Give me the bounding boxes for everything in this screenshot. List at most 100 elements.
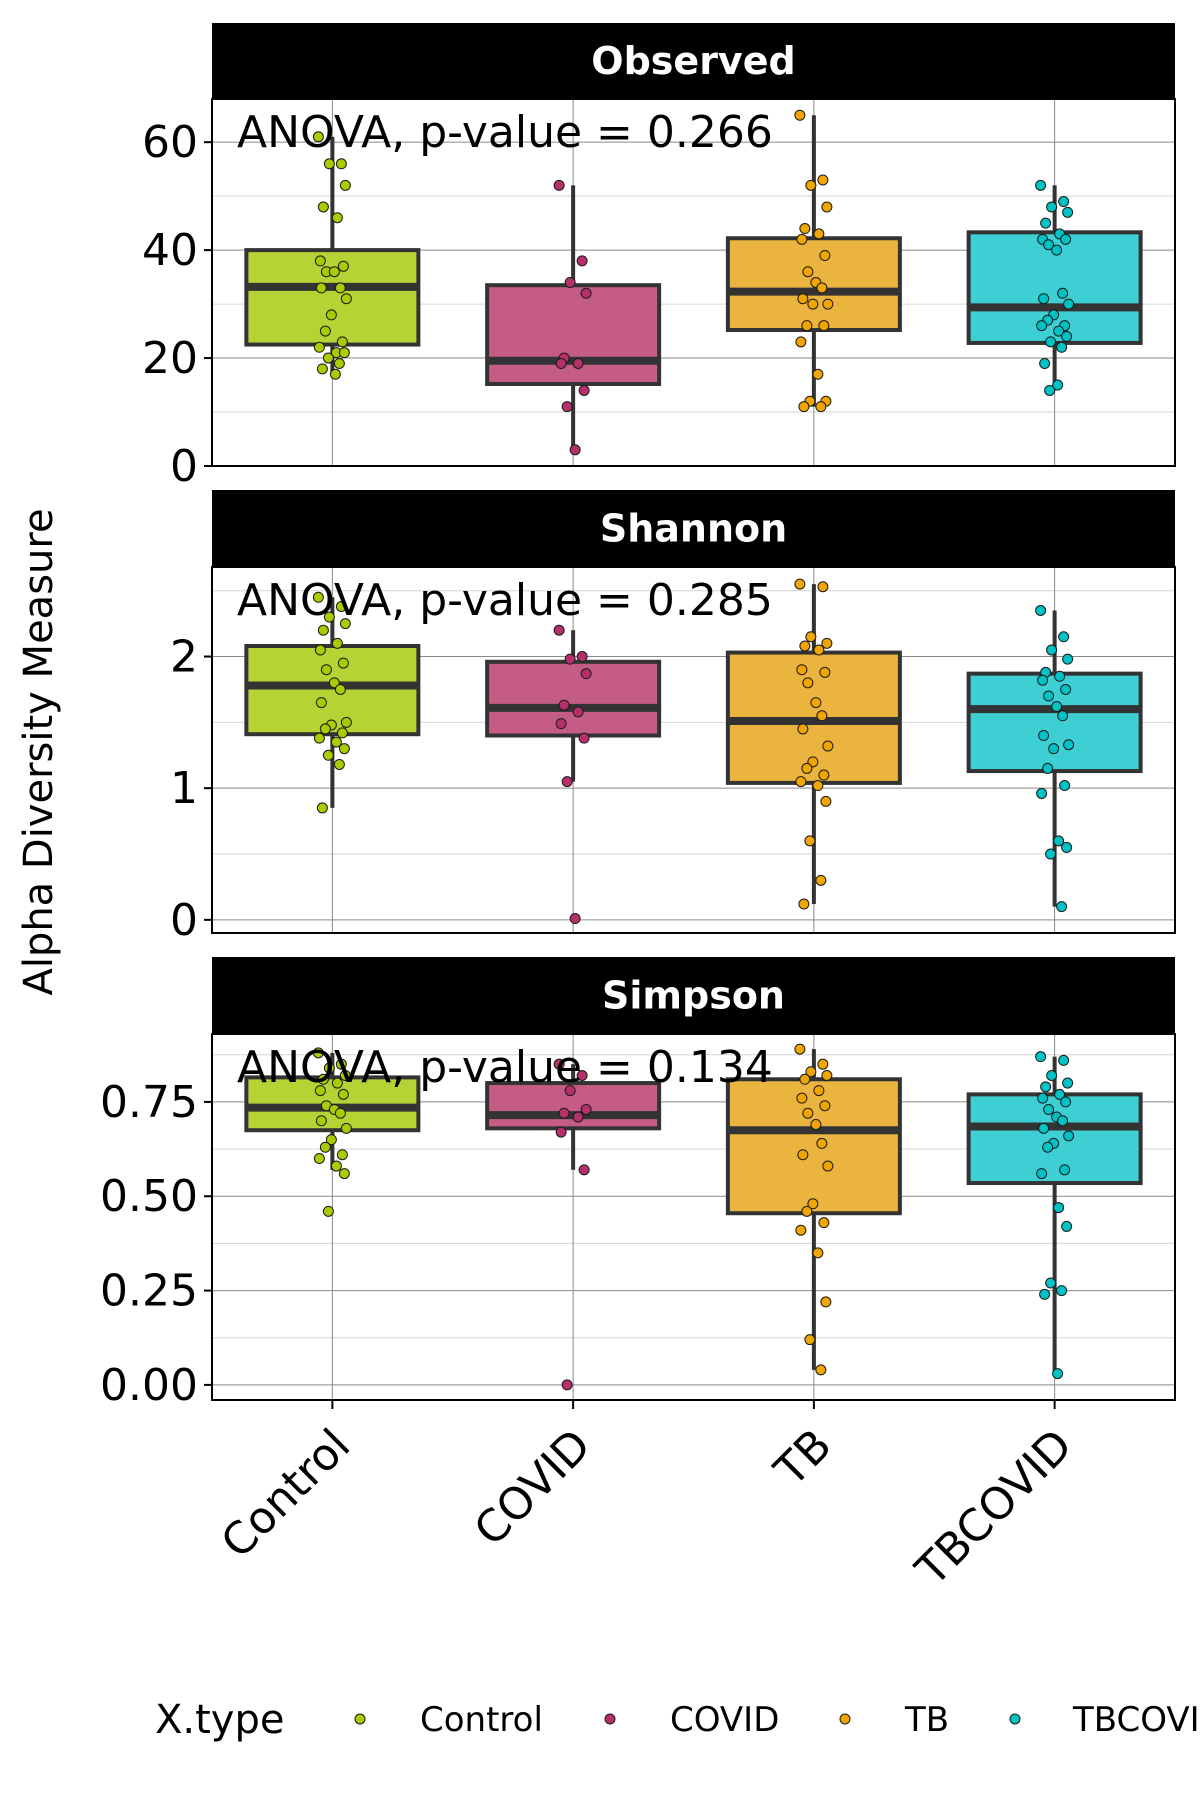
data-point [330, 1160, 342, 1172]
data-point [795, 1224, 807, 1236]
facet-strip [212, 957, 1175, 1034]
data-point [572, 1111, 584, 1123]
y-tick-label: 0.25 [100, 1266, 198, 1317]
data-point [1042, 762, 1054, 774]
data-point [319, 723, 331, 735]
data-point [1057, 287, 1069, 299]
data-point [798, 401, 810, 413]
facet-strip [212, 490, 1175, 567]
data-point [1053, 1202, 1065, 1214]
data-point [807, 298, 819, 310]
box-body [725, 1077, 902, 1216]
y-tick-label: 0.00 [100, 1360, 198, 1411]
anova-annotation: ANOVA, p-value = 0.134 [237, 1042, 773, 1093]
data-point [802, 677, 814, 689]
data-point [313, 341, 325, 353]
data-point [580, 287, 592, 299]
data-point [798, 898, 810, 910]
data-point [801, 762, 813, 774]
data-point [1061, 330, 1073, 342]
data-point [553, 624, 565, 636]
data-point [312, 131, 324, 143]
data-point [314, 1085, 326, 1097]
data-point [1046, 201, 1058, 213]
data-point [1038, 293, 1050, 305]
data-point [801, 320, 813, 332]
data-point [1059, 1164, 1071, 1176]
panel-border [211, 98, 1176, 467]
data-point [339, 1070, 351, 1082]
legend-label: COVID [670, 1700, 779, 1740]
legend-label: Control [420, 1700, 543, 1740]
data-point [558, 699, 570, 711]
y-axis-title: Alpha Diversity Measure [16, 508, 62, 995]
data-point [1036, 320, 1048, 332]
data-point [807, 1198, 819, 1210]
data-point [810, 697, 822, 709]
data-point [1042, 1141, 1054, 1153]
facet-strip-label: Observed [591, 39, 795, 83]
data-point [553, 179, 565, 191]
data-point [1054, 670, 1066, 682]
data-point [1060, 233, 1072, 245]
box-body [485, 283, 662, 386]
data-point [312, 1047, 324, 1059]
data-point [802, 1107, 814, 1119]
data-point [317, 201, 329, 213]
data-point [1061, 841, 1073, 853]
data-point [799, 223, 811, 235]
data-point [337, 657, 349, 669]
data-point [564, 653, 576, 665]
data-point [812, 368, 824, 380]
data-point [816, 1137, 828, 1149]
data-point [1043, 1103, 1055, 1115]
data-point [555, 357, 567, 369]
y-tick-label: 60 [142, 117, 198, 168]
data-point [328, 266, 340, 278]
data-point [797, 293, 809, 305]
legend-key [604, 1713, 616, 1725]
data-point [818, 1217, 830, 1229]
data-point [576, 255, 588, 267]
data-point [796, 1092, 808, 1104]
data-point [1043, 239, 1055, 251]
data-point [1063, 1130, 1075, 1142]
data-point [795, 776, 807, 788]
facet-strip-label: Simpson [602, 974, 785, 1018]
data-point [564, 277, 576, 288]
data-point [1040, 217, 1052, 229]
data-point [804, 1334, 816, 1346]
data-point [1057, 710, 1069, 722]
panel-simpson: Simpson ANOVA, p-value = 0.134 0.00 0.25 0.5… [100, 957, 1176, 1411]
data-point [333, 357, 345, 369]
data-point [317, 624, 329, 636]
data-point [1056, 341, 1068, 353]
data-point [1048, 743, 1060, 755]
data-point [799, 640, 811, 652]
data-point [818, 320, 830, 332]
data-point [1035, 1051, 1047, 1063]
data-point [819, 666, 831, 678]
box-body [485, 659, 662, 738]
data-point [817, 581, 829, 593]
data-point [564, 1085, 576, 1097]
facet-strip [212, 23, 1175, 99]
anova-annotation: ANOVA, p-value = 0.285 [237, 575, 773, 626]
data-point [334, 683, 346, 695]
anova-annotation: ANOVA, p-value = 0.266 [237, 107, 773, 158]
data-point [316, 802, 328, 814]
data-point [816, 710, 828, 722]
data-point [797, 723, 809, 735]
legend-item-control: Control [354, 1700, 543, 1740]
data-point [315, 282, 327, 294]
legend-label: TB [904, 1700, 949, 1740]
data-point [576, 1070, 588, 1082]
data-point [580, 1103, 592, 1115]
data-point [1035, 179, 1047, 191]
data-point [812, 1247, 824, 1259]
data-point [339, 179, 351, 191]
data-point [336, 336, 348, 348]
data-point [1054, 1088, 1066, 1100]
panel-border [211, 566, 1176, 934]
data-point [569, 913, 581, 925]
